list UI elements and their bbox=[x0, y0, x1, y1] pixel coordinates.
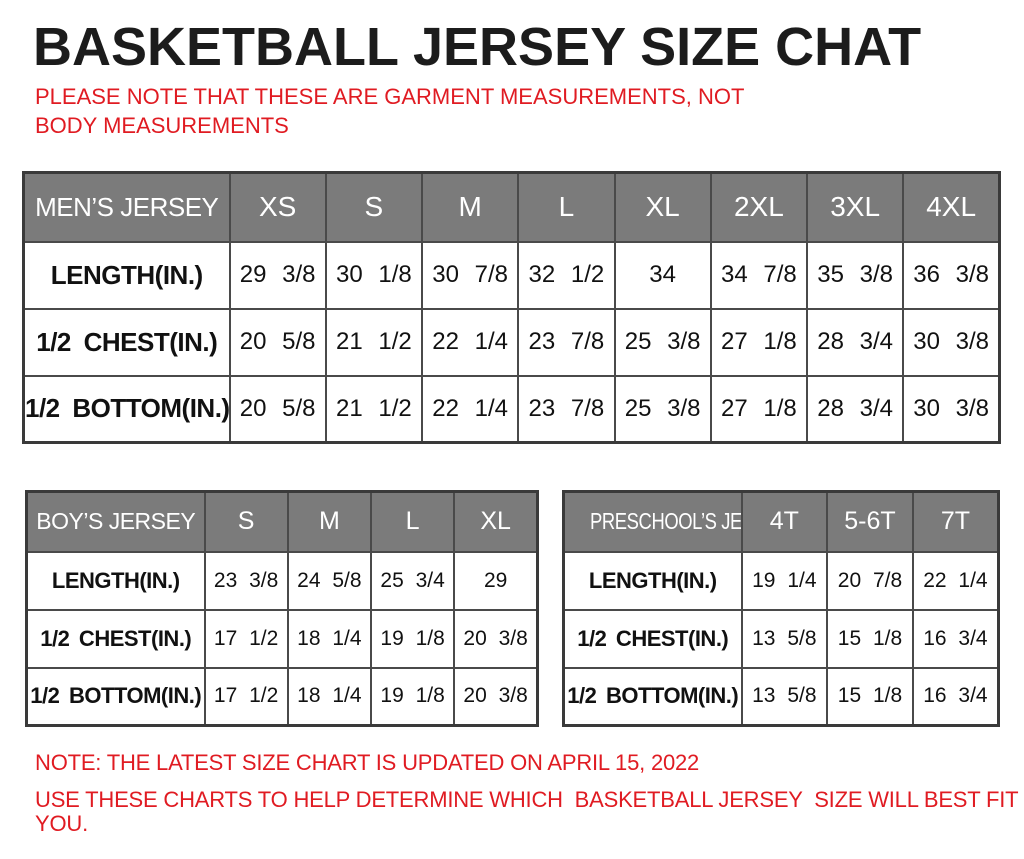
footer-update-note: NOTE: THE LATEST SIZE CHART IS UPDATED O… bbox=[35, 750, 700, 775]
preschool-table-name: PRESCHOOL’S JERSEY bbox=[562, 490, 743, 553]
boys-size-header-xl: XL bbox=[453, 490, 539, 553]
preschool-bottom-row: 1/2 BOTTOM(IN.) 13 5/8 15 1/8 16 3/4 bbox=[562, 666, 1000, 727]
boys-header-row: BOY’S JERSEY S M L XL bbox=[25, 490, 539, 553]
value-cell: 17 1/2 bbox=[203, 666, 289, 727]
boys-table-name: BOY’S JERSEY bbox=[25, 490, 206, 553]
mens-jersey-table: MEN’S JERSEY XS S M L XL 2XL 3XL 4XL LEN… bbox=[22, 171, 1001, 444]
value-cell: 25 3/8 bbox=[613, 307, 712, 377]
value-cell: 20 7/8 bbox=[826, 550, 914, 611]
mens-header-row: MEN’S JERSEY XS S M L XL 2XL 3XL 4XL bbox=[22, 171, 1001, 243]
preschool-table-name-text: PRESCHOOL’S JERSEY bbox=[590, 508, 742, 535]
preschool-header-row: PRESCHOOL’S JERSEY 4T 5-6T 7T bbox=[562, 490, 1000, 553]
value-cell: 25 3/8 bbox=[613, 374, 712, 444]
mens-size-header-s: S bbox=[324, 171, 424, 243]
preschool-size-header-4t: 4T bbox=[740, 490, 829, 553]
value-cell: 20 5/8 bbox=[228, 307, 327, 377]
value-cell: 20 3/8 bbox=[453, 666, 539, 727]
row-label-half-bottom: 1/2 BOTTOM(IN.) bbox=[562, 666, 743, 727]
boys-jersey-table: BOY’S JERSEY S M L XL LENGTH(IN.) 23 3/8… bbox=[25, 490, 539, 727]
row-label-half-chest: 1/2 CHEST(IN.) bbox=[22, 307, 231, 377]
value-cell: 20 5/8 bbox=[228, 374, 327, 444]
value-cell: 28 3/4 bbox=[805, 374, 905, 444]
preschool-length-row: LENGTH(IN.) 19 1/4 20 7/8 22 1/4 bbox=[562, 550, 1000, 611]
row-label-half-chest: 1/2 CHEST(IN.) bbox=[25, 608, 206, 669]
value-cell: 22 1/4 bbox=[911, 550, 1000, 611]
value-cell: 15 1/8 bbox=[826, 608, 914, 669]
preschool-size-header-56t: 5-6T bbox=[826, 490, 914, 553]
value-cell: 18 1/4 bbox=[286, 666, 373, 727]
value-cell: 30 3/8 bbox=[902, 374, 1001, 444]
row-label-length: LENGTH(IN.) bbox=[22, 240, 231, 310]
preschool-chest-row: 1/2 CHEST(IN.) 13 5/8 15 1/8 16 3/4 bbox=[562, 608, 1000, 669]
value-cell: 23 7/8 bbox=[517, 307, 616, 377]
value-cell: 21 1/2 bbox=[324, 374, 424, 444]
mens-size-header-2xl: 2XL bbox=[709, 171, 809, 243]
boys-chest-row: 1/2 CHEST(IN.) 17 1/2 18 1/4 19 1/8 20 3… bbox=[25, 608, 539, 669]
value-cell: 22 1/4 bbox=[420, 307, 520, 377]
value-cell: 30 7/8 bbox=[420, 240, 520, 310]
value-cell: 13 5/8 bbox=[740, 608, 829, 669]
value-cell: 18 1/4 bbox=[286, 608, 373, 669]
mens-size-header-4xl: 4XL bbox=[902, 171, 1001, 243]
boys-size-header-m: M bbox=[286, 490, 373, 553]
value-cell: 34 bbox=[613, 240, 712, 310]
value-cell: 20 3/8 bbox=[453, 608, 539, 669]
value-cell: 19 1/8 bbox=[369, 608, 456, 669]
value-cell: 25 3/4 bbox=[369, 550, 456, 611]
value-cell: 15 1/8 bbox=[826, 666, 914, 727]
row-label-half-chest: 1/2 CHEST(IN.) bbox=[562, 608, 743, 669]
garment-measurements-note: PLEASE NOTE THAT THESE ARE GARMENT MEASU… bbox=[35, 84, 745, 138]
footer-usage-note: USE THESE CHARTS TO HELP DETERMINE WHICH… bbox=[35, 787, 1024, 837]
value-cell: 19 1/4 bbox=[740, 550, 829, 611]
value-cell: 32 1/2 bbox=[517, 240, 616, 310]
value-cell: 21 1/2 bbox=[324, 307, 424, 377]
value-cell: 28 3/4 bbox=[805, 307, 905, 377]
value-cell: 22 1/4 bbox=[420, 374, 520, 444]
mens-size-header-3xl: 3XL bbox=[805, 171, 905, 243]
value-cell: 23 7/8 bbox=[517, 374, 616, 444]
value-cell: 34 7/8 bbox=[709, 240, 809, 310]
value-cell: 30 1/8 bbox=[324, 240, 424, 310]
mens-chest-row: 1/2 CHEST(IN.) 20 5/8 21 1/2 22 1/4 23 7… bbox=[22, 307, 1001, 377]
row-label-length: LENGTH(IN.) bbox=[562, 550, 743, 611]
page-title: BASKETBALL JERSEY SIZE CHAT bbox=[33, 17, 922, 77]
boys-size-header-s: S bbox=[203, 490, 289, 553]
value-cell: 27 1/8 bbox=[709, 374, 809, 444]
mens-size-header-xl: XL bbox=[613, 171, 712, 243]
mens-size-header-xs: XS bbox=[228, 171, 327, 243]
value-cell: 29 bbox=[453, 550, 539, 611]
value-cell: 36 3/8 bbox=[902, 240, 1001, 310]
boys-length-row: LENGTH(IN.) 23 3/8 24 5/8 25 3/4 29 bbox=[25, 550, 539, 611]
boys-bottom-row: 1/2 BOTTOM(IN.) 17 1/2 18 1/4 19 1/8 20 … bbox=[25, 666, 539, 727]
row-label-half-bottom: 1/2 BOTTOM(IN.) bbox=[22, 374, 231, 444]
mens-length-row: LENGTH(IN.) 29 3/8 30 1/8 30 7/8 32 1/2 … bbox=[22, 240, 1001, 310]
mens-table-name: MEN’S JERSEY bbox=[22, 171, 231, 243]
value-cell: 35 3/8 bbox=[805, 240, 905, 310]
value-cell: 27 1/8 bbox=[709, 307, 809, 377]
mens-bottom-row: 1/2 BOTTOM(IN.) 20 5/8 21 1/2 22 1/4 23 … bbox=[22, 374, 1001, 444]
mens-size-header-l: L bbox=[517, 171, 616, 243]
value-cell: 17 1/2 bbox=[203, 608, 289, 669]
row-label-length: LENGTH(IN.) bbox=[25, 550, 206, 611]
row-label-half-bottom: 1/2 BOTTOM(IN.) bbox=[25, 666, 206, 727]
mens-size-header-m: M bbox=[420, 171, 520, 243]
value-cell: 30 3/8 bbox=[902, 307, 1001, 377]
value-cell: 16 3/4 bbox=[911, 608, 1000, 669]
value-cell: 23 3/8 bbox=[203, 550, 289, 611]
value-cell: 29 3/8 bbox=[228, 240, 327, 310]
preschool-size-header-7t: 7T bbox=[911, 490, 1000, 553]
boys-size-header-l: L bbox=[369, 490, 456, 553]
value-cell: 24 5/8 bbox=[286, 550, 373, 611]
value-cell: 13 5/8 bbox=[740, 666, 829, 727]
value-cell: 19 1/8 bbox=[369, 666, 456, 727]
preschool-jersey-table: PRESCHOOL’S JERSEY 4T 5-6T 7T LENGTH(IN.… bbox=[562, 490, 1000, 727]
value-cell: 16 3/4 bbox=[911, 666, 1000, 727]
